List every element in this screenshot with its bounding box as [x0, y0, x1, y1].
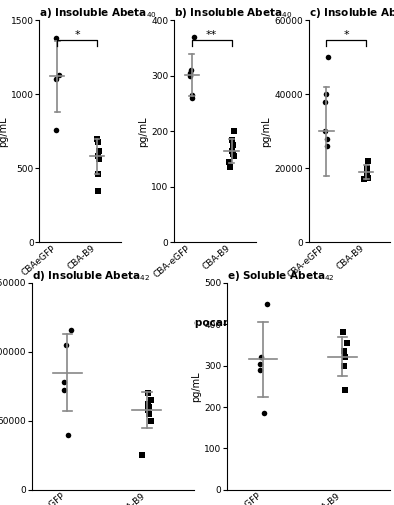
Point — [65, 431, 71, 439]
Point — [148, 417, 154, 425]
Point — [229, 146, 236, 155]
Point — [96, 146, 102, 155]
Text: d) Insoluble Abeta$_{42}$: d) Insoluble Abeta$_{42}$ — [32, 269, 149, 283]
Point — [230, 141, 236, 149]
Text: c) Insoluble Abeta$_{42}$: c) Insoluble Abeta$_{42}$ — [309, 6, 394, 20]
Point — [365, 157, 372, 165]
Point — [61, 386, 68, 394]
Point — [95, 138, 101, 146]
Point — [322, 90, 329, 98]
Point — [53, 75, 59, 83]
Point — [187, 69, 193, 77]
Y-axis label: pg/mL: pg/mL — [262, 116, 271, 146]
X-axis label: Cortex: Cortex — [61, 316, 100, 326]
Point — [56, 71, 63, 79]
Text: a) Insoluble Abeta$_{40}$: a) Insoluble Abeta$_{40}$ — [39, 6, 157, 20]
Point — [323, 135, 330, 143]
Text: **: ** — [206, 30, 217, 40]
X-axis label: Hippocampus: Hippocampus — [175, 318, 255, 328]
Text: b) Insoluble Abeta$_{40}$: b) Insoluble Abeta$_{40}$ — [174, 6, 292, 20]
Y-axis label: pg/mL: pg/mL — [0, 116, 8, 146]
Point — [322, 97, 328, 106]
Point — [189, 91, 195, 99]
Point — [258, 354, 264, 362]
Point — [227, 164, 233, 172]
Point — [364, 170, 370, 178]
Point — [188, 66, 194, 74]
Point — [146, 403, 152, 411]
Point — [260, 409, 267, 417]
Point — [230, 153, 237, 161]
Point — [191, 33, 197, 41]
Point — [257, 360, 263, 368]
Text: *: * — [344, 30, 349, 40]
Point — [95, 153, 101, 161]
Point — [257, 366, 263, 374]
Point — [189, 94, 195, 102]
Text: e) Soluble Abeta$_{42}$: e) Soluble Abeta$_{42}$ — [227, 269, 335, 283]
Point — [95, 170, 101, 178]
Point — [68, 326, 74, 334]
Point — [146, 410, 152, 418]
Point — [187, 72, 193, 80]
Point — [53, 126, 59, 134]
Point — [324, 142, 330, 150]
Point — [341, 347, 347, 355]
Point — [229, 135, 236, 143]
Point — [361, 175, 367, 183]
Point — [344, 339, 350, 347]
Point — [61, 378, 67, 386]
Point — [341, 362, 347, 370]
Text: *: * — [74, 30, 80, 40]
Point — [95, 170, 101, 178]
Point — [145, 400, 151, 409]
Point — [340, 328, 346, 336]
Point — [364, 172, 370, 180]
Point — [231, 127, 237, 135]
Point — [230, 149, 236, 158]
Y-axis label: pg/mL: pg/mL — [191, 371, 201, 401]
Y-axis label: pg/mL: pg/mL — [138, 116, 149, 146]
Point — [53, 34, 59, 42]
Point — [62, 341, 69, 349]
Point — [342, 386, 348, 394]
Point — [364, 164, 370, 172]
Point — [148, 396, 154, 404]
Point — [364, 168, 370, 176]
Point — [145, 406, 151, 414]
X-axis label: Hippocampus: Hippocampus — [309, 318, 389, 328]
Point — [139, 451, 145, 460]
Point — [322, 127, 328, 135]
Point — [95, 186, 101, 194]
Point — [264, 299, 270, 308]
Point — [325, 53, 332, 61]
Point — [145, 389, 151, 397]
Point — [94, 135, 100, 143]
Point — [226, 158, 232, 166]
Point — [342, 354, 348, 362]
Point — [96, 156, 102, 164]
Point — [365, 174, 372, 182]
